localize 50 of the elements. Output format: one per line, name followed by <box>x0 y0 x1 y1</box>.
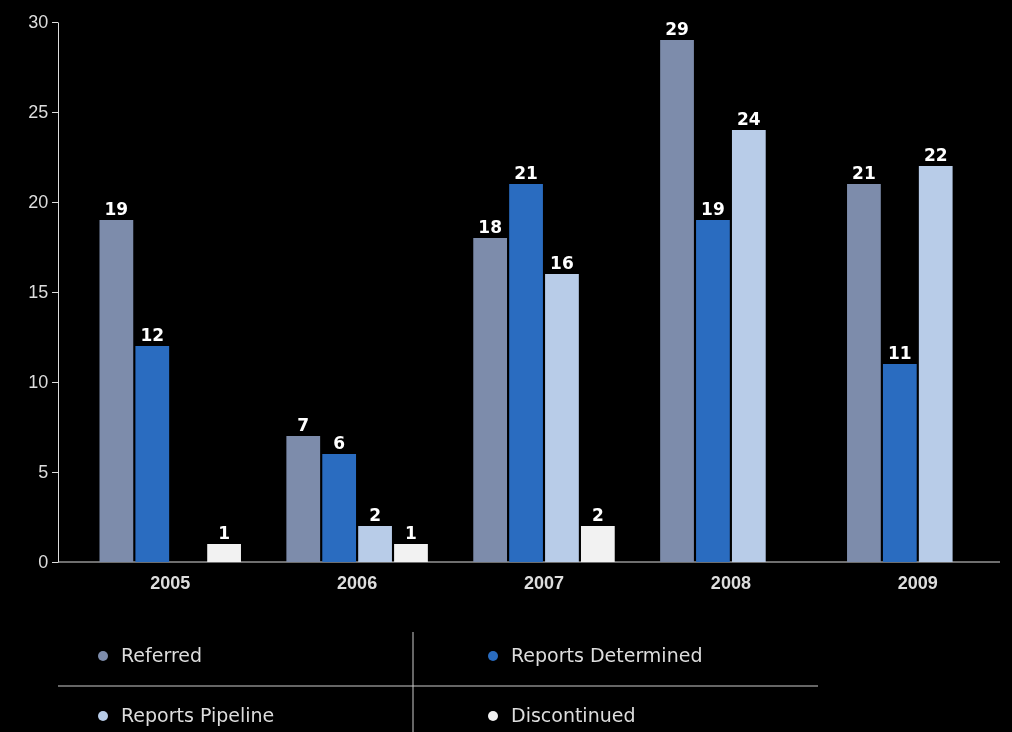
y-tick-label: 15 <box>28 282 49 303</box>
y-tick-label: 10 <box>28 372 49 393</box>
legend-label: Reports Determined <box>511 644 703 666</box>
bar <box>660 40 694 562</box>
y-tick-label: 5 <box>38 462 49 483</box>
data-label: 24 <box>737 109 761 129</box>
data-label: 21 <box>852 163 876 183</box>
legend-label: Discontinued <box>511 704 636 726</box>
bar <box>394 544 428 562</box>
data-label: 22 <box>923 145 948 165</box>
bar <box>207 544 241 562</box>
y-tick-label: 20 <box>28 192 49 213</box>
data-label: 19 <box>701 199 725 219</box>
bar <box>545 274 579 562</box>
bar <box>847 184 881 562</box>
x-tick-label: 2007 <box>523 572 565 593</box>
bar <box>696 220 730 562</box>
x-tick-label: 2009 <box>897 572 938 593</box>
data-label: 21 <box>514 163 538 183</box>
data-label: 11 <box>887 343 912 363</box>
data-label: 16 <box>550 253 574 273</box>
bar <box>918 166 953 562</box>
data-label: 12 <box>140 325 165 345</box>
data-label: 2 <box>591 505 604 525</box>
bar <box>509 184 543 562</box>
bar <box>286 436 321 562</box>
y-tick-label: 0 <box>38 552 49 573</box>
y-tick-label: 25 <box>28 102 49 123</box>
data-label: 2 <box>369 505 381 525</box>
legend-label: Referred <box>121 644 203 666</box>
x-tick-label: 2005 <box>150 572 191 593</box>
data-label: 7 <box>297 415 310 435</box>
bar <box>322 454 357 562</box>
data-label: 29 <box>665 19 689 39</box>
x-tick-label: 2008 <box>710 572 751 593</box>
bar <box>473 238 508 562</box>
data-label: 1 <box>405 523 417 543</box>
bar <box>882 364 917 562</box>
x-tick-label: 2006 <box>337 572 378 593</box>
bar <box>731 130 766 562</box>
data-label: 18 <box>478 217 502 237</box>
legend-label: Reports Pipeline <box>121 704 275 726</box>
data-label: 6 <box>333 433 346 453</box>
bar <box>580 526 615 562</box>
bar <box>358 526 392 562</box>
bar <box>99 220 134 562</box>
bar <box>135 346 170 562</box>
data-label: 1 <box>218 523 231 543</box>
data-label: 19 <box>104 199 129 219</box>
y-tick-label: 30 <box>28 12 49 33</box>
